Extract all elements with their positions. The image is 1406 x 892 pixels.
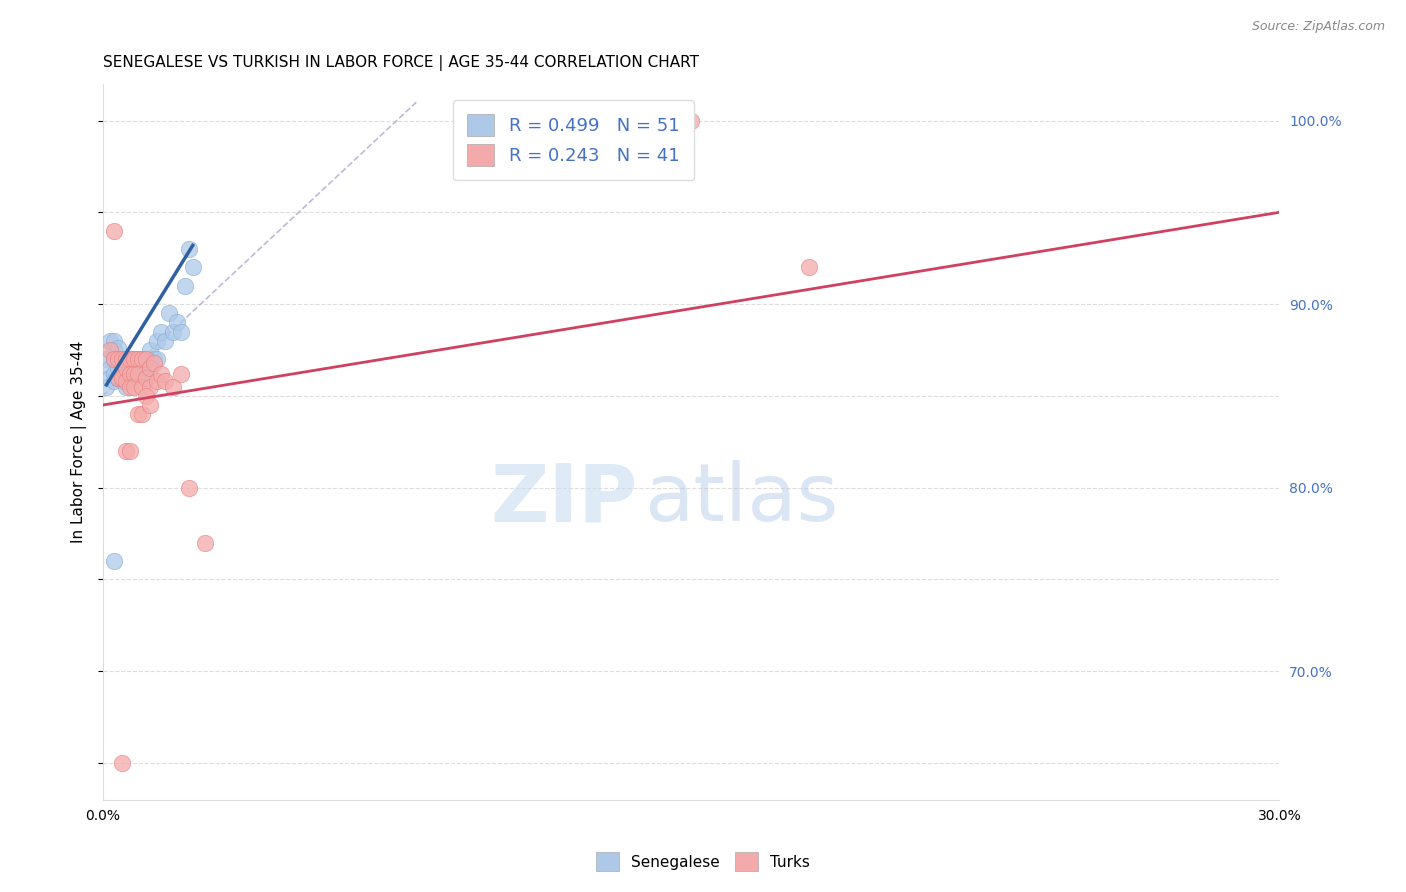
Point: [118, 444, 141, 458]
Point: [118, 380, 141, 394]
Point: [131, 407, 153, 421]
Point: [107, 341, 129, 355]
Point: [193, 535, 215, 549]
Point: [170, 325, 193, 339]
Legend: R = 0.499   N = 51, R = 0.243   N = 41: R = 0.499 N = 51, R = 0.243 N = 41: [453, 100, 693, 180]
Point: [177, 242, 200, 256]
Point: [107, 361, 129, 376]
Point: [98, 334, 121, 348]
Point: [111, 756, 134, 770]
Point: [118, 374, 141, 388]
Point: [135, 370, 157, 384]
Point: [131, 359, 153, 374]
Point: [131, 380, 153, 394]
Point: [115, 367, 138, 381]
Point: [115, 380, 138, 394]
Text: Source: ZipAtlas.com: Source: ZipAtlas.com: [1251, 20, 1385, 33]
Point: [103, 554, 125, 568]
Point: [98, 370, 121, 384]
Point: [138, 380, 160, 394]
Point: [135, 352, 157, 367]
Point: [142, 356, 165, 370]
Text: SENEGALESE VS TURKISH IN LABOR FORCE | AGE 35-44 CORRELATION CHART: SENEGALESE VS TURKISH IN LABOR FORCE | A…: [103, 55, 699, 71]
Point: [118, 367, 141, 381]
Point: [138, 398, 160, 412]
Point: [127, 352, 149, 367]
Point: [138, 343, 160, 357]
Point: [166, 315, 188, 329]
Point: [118, 367, 141, 381]
Point: [115, 352, 138, 367]
Point: [135, 352, 157, 367]
Point: [146, 374, 169, 388]
Point: [127, 352, 149, 367]
Point: [181, 260, 204, 275]
Point: [115, 374, 138, 388]
Point: [111, 370, 134, 384]
Point: [115, 374, 138, 388]
Point: [111, 374, 134, 388]
Point: [131, 352, 153, 367]
Point: [111, 352, 134, 367]
Point: [138, 361, 160, 376]
Point: [679, 113, 702, 128]
Point: [115, 444, 138, 458]
Point: [131, 352, 153, 367]
Point: [122, 352, 145, 367]
Point: [111, 359, 134, 374]
Point: [138, 361, 160, 376]
Point: [118, 352, 141, 367]
Y-axis label: In Labor Force | Age 35-44: In Labor Force | Age 35-44: [72, 341, 87, 543]
Point: [170, 367, 193, 381]
Point: [107, 370, 129, 384]
Point: [142, 352, 165, 367]
Point: [157, 306, 180, 320]
Legend: Senegalese, Turks: Senegalese, Turks: [589, 847, 817, 877]
Point: [107, 370, 129, 384]
Point: [127, 359, 149, 374]
Point: [162, 380, 184, 394]
Point: [103, 343, 125, 357]
Point: [98, 343, 121, 357]
Point: [98, 361, 121, 376]
Point: [103, 367, 125, 381]
Point: [111, 352, 134, 367]
Point: [127, 367, 149, 381]
Point: [162, 325, 184, 339]
Point: [177, 481, 200, 495]
Point: [118, 359, 141, 374]
Point: [150, 367, 173, 381]
Point: [122, 380, 145, 394]
Point: [103, 224, 125, 238]
Point: [103, 334, 125, 348]
Point: [118, 352, 141, 367]
Point: [797, 260, 820, 275]
Point: [127, 407, 149, 421]
Point: [146, 352, 169, 367]
Point: [115, 361, 138, 376]
Point: [122, 367, 145, 381]
Point: [150, 325, 173, 339]
Text: atlas: atlas: [644, 460, 838, 538]
Point: [96, 352, 118, 367]
Point: [122, 352, 145, 367]
Point: [122, 367, 145, 381]
Point: [174, 278, 197, 293]
Point: [115, 352, 138, 367]
Point: [103, 374, 125, 388]
Point: [103, 352, 125, 367]
Point: [135, 389, 157, 403]
Text: ZIP: ZIP: [491, 460, 638, 538]
Point: [115, 359, 138, 374]
Point: [135, 370, 157, 384]
Point: [155, 374, 177, 388]
Point: [146, 334, 169, 348]
Point: [155, 334, 177, 348]
Point: [96, 380, 118, 394]
Point: [107, 352, 129, 367]
Point: [122, 359, 145, 374]
Point: [107, 352, 129, 367]
Point: [111, 367, 134, 381]
Point: [103, 352, 125, 367]
